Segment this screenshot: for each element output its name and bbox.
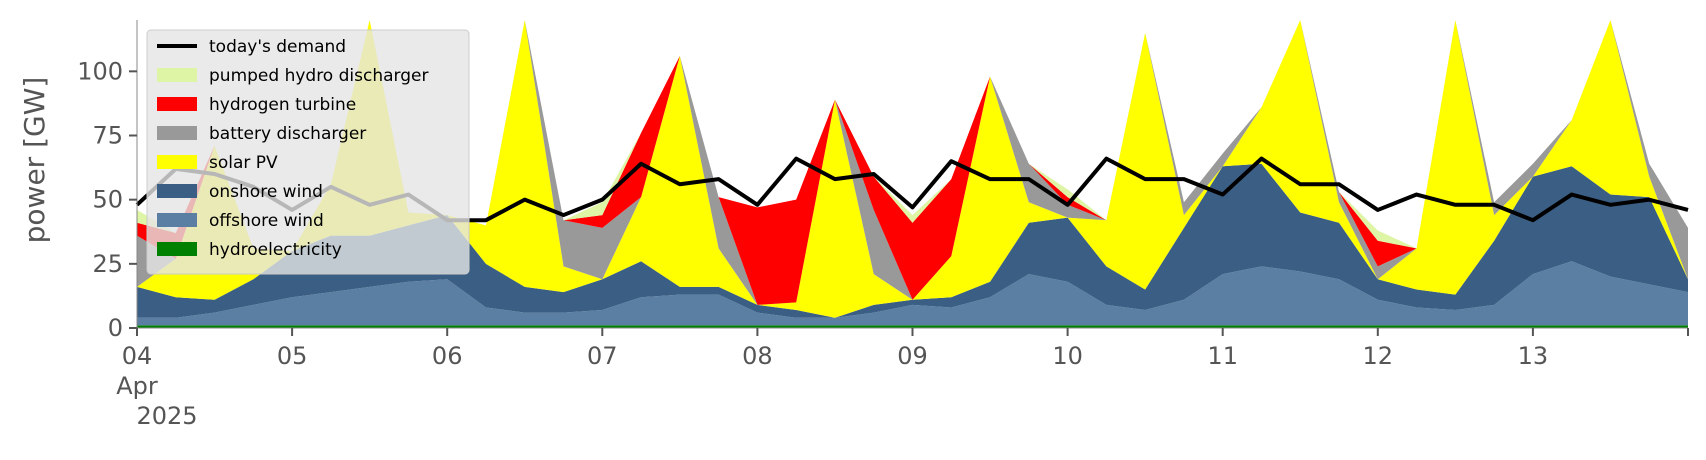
area-hydrogen-turbine <box>137 20 1688 305</box>
legend-swatch <box>157 155 197 169</box>
legend-label: offshore wind <box>209 211 324 231</box>
area-solar-pv <box>137 20 1688 318</box>
y-tick-label: 50 <box>92 186 123 214</box>
y-tick-label: 75 <box>92 122 123 150</box>
legend-swatch <box>157 184 197 198</box>
legend-label: solar PV <box>209 153 278 173</box>
area-offshore-wind <box>137 261 1688 326</box>
x-tick-label: 07 <box>587 342 618 370</box>
y-tick-label: 100 <box>77 57 123 85</box>
legend-label: hydroelectricity <box>209 240 342 260</box>
x-tick-label: 11 <box>1207 342 1238 370</box>
area-hydroelectricity <box>137 325 1688 328</box>
x-tick-sublabel: 2025 <box>136 402 197 430</box>
legend-label: pumped hydro discharger <box>209 66 428 86</box>
x-tick-label: 12 <box>1363 342 1394 370</box>
x-tick-label: 09 <box>897 342 928 370</box>
x-tick-label: 13 <box>1518 342 1549 370</box>
legend-swatch <box>157 213 197 227</box>
x-tick-label: 10 <box>1052 342 1083 370</box>
legend: today's demand pumped hydro discharger hyd… <box>146 29 470 275</box>
legend-swatch <box>157 242 197 256</box>
legend-box <box>146 29 470 275</box>
legend-swatch <box>157 126 197 140</box>
legend-swatch <box>157 97 197 111</box>
x-tick-label: 06 <box>432 342 463 370</box>
x-tick-label: 08 <box>742 342 773 370</box>
y-tick-label: 25 <box>92 250 123 278</box>
y-tick-label: 0 <box>108 314 123 342</box>
legend-label: battery discharger <box>209 124 366 144</box>
x-tick-label: 04 <box>122 342 153 370</box>
y-axis-label: power [GW] <box>18 77 51 244</box>
x-tick-label: 05 <box>277 342 308 370</box>
x-tick-sublabel: Apr <box>116 372 158 400</box>
legend-label: onshore wind <box>209 182 323 202</box>
legend-label: hydrogen turbine <box>209 95 356 115</box>
legend-label: today's demand <box>209 37 346 57</box>
legend-swatch <box>157 68 197 82</box>
